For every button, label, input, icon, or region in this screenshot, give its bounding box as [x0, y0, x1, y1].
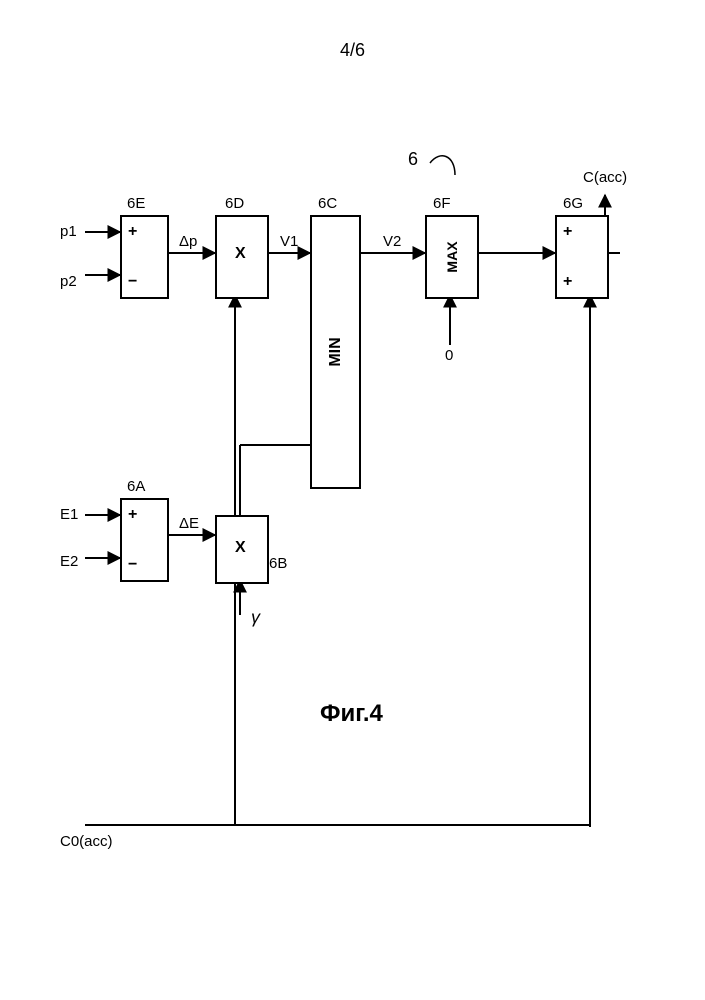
block-6D: X [215, 215, 269, 299]
block-6E-plus: + [128, 223, 137, 241]
label-p1: p1 [60, 223, 77, 240]
label-E1: E1 [60, 506, 78, 523]
block-6F: MAX [425, 215, 479, 299]
block-6E: + − [120, 215, 169, 299]
page-number: 4/6 [340, 40, 365, 61]
label-V2: V2 [383, 233, 401, 250]
block-6E-minus: − [128, 273, 137, 291]
block-6A: + − [120, 498, 169, 582]
label-Cacc: C(acc) [583, 169, 627, 186]
label-6C: 6C [318, 195, 337, 212]
label-6A: 6A [127, 478, 145, 495]
label-6G: 6G [563, 195, 583, 212]
label-V1: V1 [280, 233, 298, 250]
figure-caption: Фиг.4 [320, 700, 383, 728]
block-6C: MIN [310, 215, 361, 489]
label-zero: 0 [445, 347, 453, 364]
block-6A-plus: + [128, 506, 137, 524]
block-6F-op: MAX [444, 241, 460, 272]
block-6G-plus-bot: + [563, 273, 572, 291]
label-delta-E: ΔE [179, 515, 199, 532]
label-6B: 6B [269, 555, 287, 572]
block-6G-plus-top: + [563, 223, 572, 241]
block-6C-op: MIN [327, 337, 345, 366]
label-C0acc: C0(acc) [60, 833, 113, 850]
label-E2: E2 [60, 553, 78, 570]
label-6D: 6D [225, 195, 244, 212]
label-delta-p: Δp [179, 233, 197, 250]
label-6F: 6F [433, 195, 451, 212]
block-6A-minus: − [128, 556, 137, 574]
label-p2: p2 [60, 273, 77, 290]
block-6B-op: X [235, 539, 246, 557]
label-gamma: γ [251, 607, 260, 628]
label-6E: 6E [127, 195, 145, 212]
block-6B: X [215, 515, 269, 584]
label-system-ref: 6 [408, 149, 418, 170]
diagram: + − 6E X 6D MIN 6C MAX 6F + + 6G + − 6A … [85, 155, 620, 855]
block-6G: + + [555, 215, 609, 299]
block-6D-op: X [235, 245, 246, 263]
